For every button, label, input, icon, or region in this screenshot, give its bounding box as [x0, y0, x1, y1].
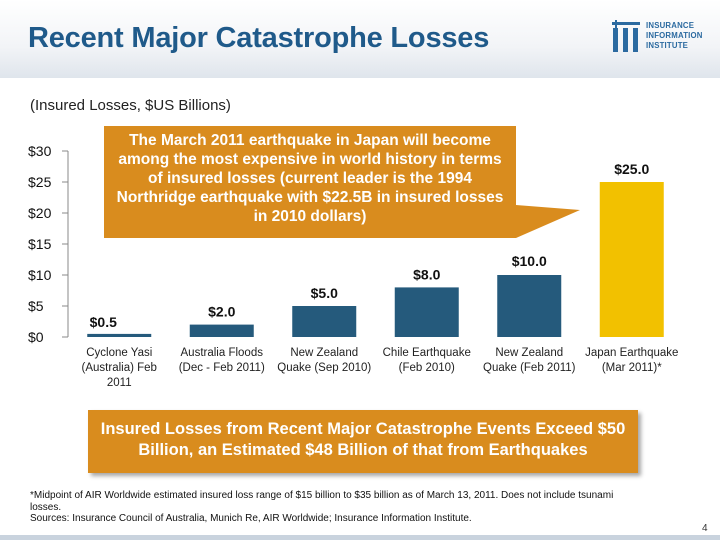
logo-line-2: INFORMATION — [646, 31, 703, 40]
x-tick-label: Chile Earthquake — [383, 347, 471, 359]
bar — [189, 324, 254, 337]
x-tick-label: (Dec - Feb 2011) — [179, 362, 265, 374]
x-tick-label: Australia Floods — [181, 347, 264, 359]
logo-line-3: INSTITUTE — [646, 41, 689, 50]
data-label: $8.0 — [413, 266, 440, 282]
y-tick-label: $10 — [28, 267, 52, 283]
y-tick-label: $15 — [28, 236, 52, 252]
data-label: $0.5 — [90, 314, 117, 330]
bar — [599, 182, 664, 337]
iii-logo: INSURANCE INFORMATION INSTITUTE — [612, 18, 712, 64]
logo-text: INSURANCE INFORMATION INSTITUTE — [646, 21, 703, 51]
data-label: $10.0 — [512, 253, 547, 269]
bar — [292, 306, 357, 337]
x-tick-label: Cyclone Yasi — [86, 347, 152, 359]
data-label: $5.0 — [311, 285, 338, 301]
x-tick-label: (Mar 2011)* — [602, 362, 662, 374]
page-title: Recent Major Catastrophe Losses — [28, 22, 490, 54]
data-label: $25.0 — [614, 161, 649, 177]
header-band — [0, 0, 720, 78]
iii-logo-mark-icon — [612, 20, 640, 52]
y-tick-label: $0 — [28, 329, 44, 345]
callout-box: The March 2011 earthquake in Japan will … — [104, 126, 516, 238]
x-tick-label: Japan Earthquake — [585, 347, 678, 359]
page-number: 4 — [702, 523, 708, 534]
y-tick-label: $25 — [28, 174, 52, 190]
y-tick-label: $30 — [28, 143, 52, 159]
footnote: *Midpoint of AIR Worldwide estimated ins… — [30, 490, 630, 525]
bar — [497, 275, 562, 337]
chart-subtitle: (Insured Losses, $US Billions) — [30, 97, 231, 114]
callout-text: The March 2011 earthquake in Japan will … — [116, 132, 504, 225]
data-label: $2.0 — [208, 304, 235, 320]
x-tick-label: (Feb 2010) — [399, 362, 455, 374]
footnote-line-1: *Midpoint of AIR Worldwide estimated ins… — [30, 490, 614, 513]
bar — [87, 333, 152, 337]
footnote-line-2: Sources: Insurance Council of Australia,… — [30, 513, 472, 524]
summary-banner-text: Insured Losses from Recent Major Catastr… — [100, 420, 626, 459]
x-tick-label: New Zealand — [290, 347, 358, 359]
x-tick-label: 2011 — [107, 377, 132, 389]
bar — [394, 287, 459, 337]
x-tick-label: New Zealand — [495, 347, 563, 359]
y-tick-label: $20 — [28, 205, 52, 221]
y-tick-label: $5 — [28, 298, 44, 314]
summary-banner: Insured Losses from Recent Major Catastr… — [88, 410, 638, 473]
x-tick-label: Quake (Sep 2010) — [277, 362, 371, 374]
x-tick-label: (Australia) Feb — [82, 362, 157, 374]
x-tick-label: Quake (Feb 2011) — [483, 362, 576, 374]
logo-line-1: INSURANCE — [646, 21, 695, 30]
bottom-rule — [0, 535, 720, 540]
